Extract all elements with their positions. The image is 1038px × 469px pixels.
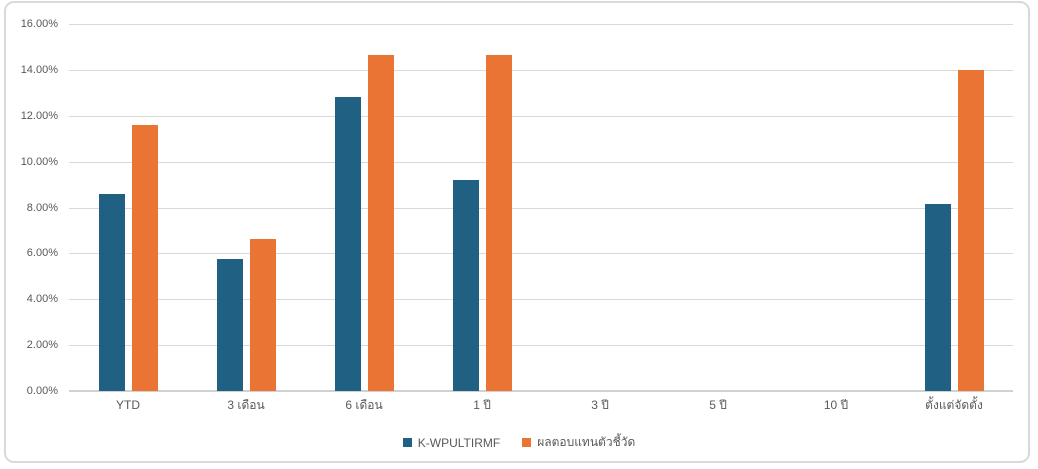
- y-axis-tick-label: 6.00%: [26, 247, 58, 260]
- bar-series-2: [485, 55, 512, 391]
- gridline: [69, 345, 1013, 347]
- bar-series-2: [131, 124, 158, 391]
- y-axis-tick-label: 14.00%: [20, 63, 58, 76]
- gridline: [69, 69, 1013, 71]
- bar-series-1: [924, 204, 951, 391]
- bar-series-2: [249, 238, 276, 391]
- bar-series-1: [452, 179, 479, 391]
- bar-series-2: [957, 69, 984, 391]
- legend-swatch-benchmark-icon: [522, 438, 532, 447]
- x-axis-category-label: 3 เดือน: [227, 398, 265, 412]
- legend-item-benchmark: ผลตอบแทนตัวชี้วัด: [522, 433, 635, 452]
- legend-item-fund: K-WPULTIRMF: [402, 435, 501, 450]
- x-axis-category-label: 3 ปี: [591, 398, 609, 412]
- bar-series-1: [216, 259, 243, 391]
- gridline: [69, 161, 1013, 163]
- gridline: [69, 24, 1013, 25]
- legend-label-benchmark: ผลตอบแทนตัวชี้วัด: [537, 435, 636, 449]
- y-axis-tick-label: 4.00%: [26, 293, 58, 306]
- gridline: [69, 253, 1013, 255]
- bar-series-1: [334, 96, 361, 391]
- y-axis-tick-label: 16.00%: [20, 18, 58, 30]
- x-axis-category-label: 6 เดือน: [345, 398, 383, 412]
- chart-legend: K-WPULTIRMF ผลตอบแทนตัวชี้วัด: [0, 433, 1038, 452]
- legend-label-fund: K-WPULTIRMF: [417, 435, 501, 450]
- y-axis-tick-label: 12.00%: [20, 109, 58, 122]
- x-axis-category-label: 10 ปี: [823, 398, 849, 412]
- gridline: [69, 207, 1013, 209]
- x-axis-category-label: ตั้งแต่จัดตั้ง: [925, 398, 983, 412]
- legend-swatch-fund-icon: [402, 438, 412, 447]
- x-axis-baseline: [69, 390, 1013, 392]
- bar-series-1: [98, 193, 125, 391]
- y-axis-tick-label: 8.00%: [26, 201, 58, 214]
- y-axis-tick-label: 0.00%: [26, 385, 58, 397]
- y-axis-tick-label: 2.00%: [26, 339, 58, 352]
- gridline: [69, 299, 1013, 301]
- bar-series-2: [367, 55, 394, 391]
- gridline: [69, 115, 1013, 117]
- x-axis-category-label: 5 ปี: [709, 398, 727, 412]
- y-axis-tick-label: 10.00%: [20, 155, 58, 168]
- x-axis-category-label: 1 ปี: [473, 398, 491, 412]
- x-axis-category-label: YTD: [116, 398, 140, 412]
